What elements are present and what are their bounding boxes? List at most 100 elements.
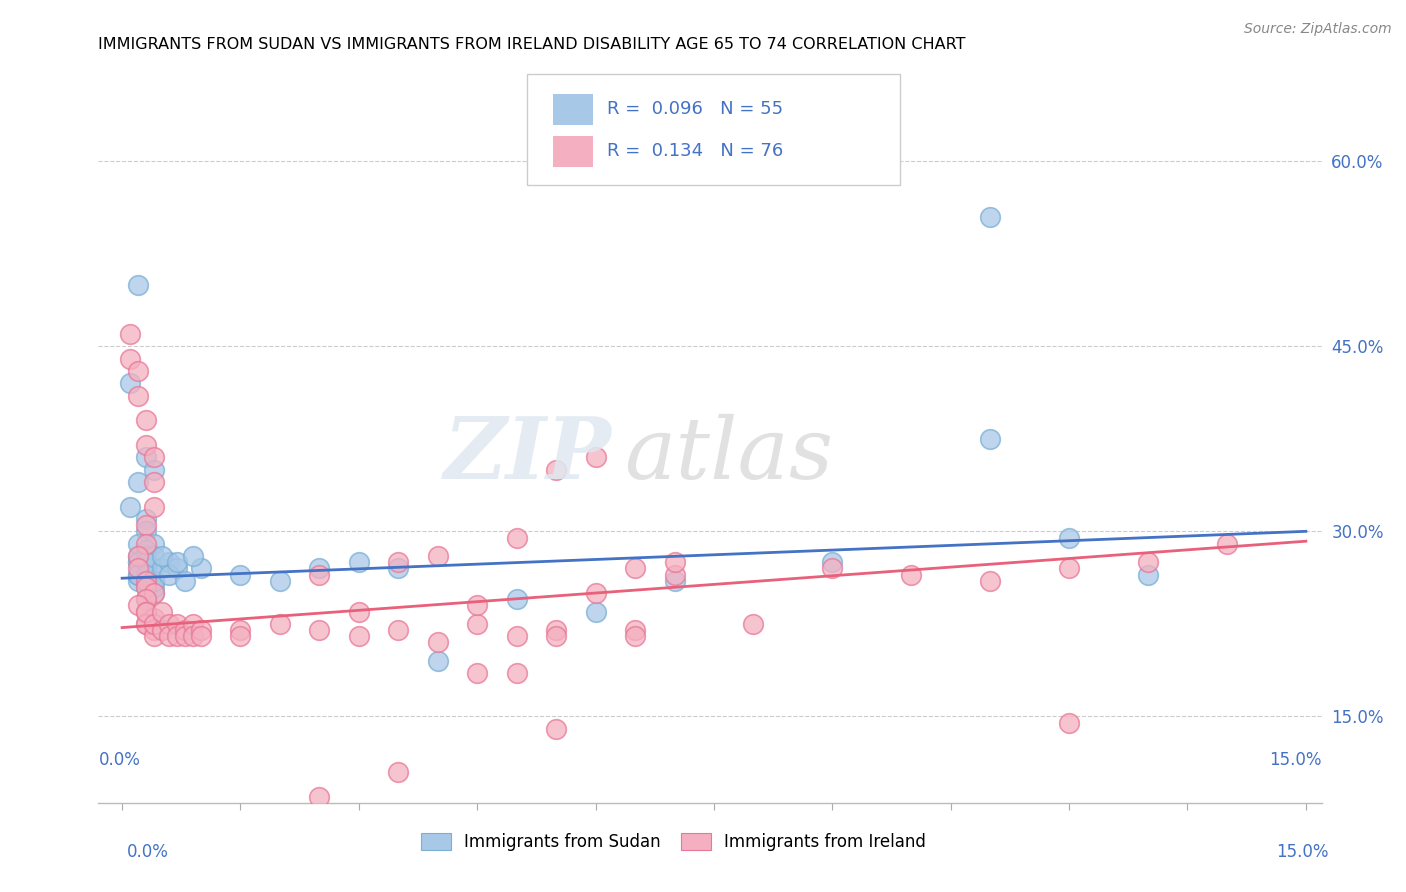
Point <box>135 561 157 575</box>
Point <box>127 475 149 489</box>
Point <box>142 537 165 551</box>
Point <box>127 549 149 563</box>
Point <box>135 592 157 607</box>
Point <box>1057 715 1080 730</box>
Point <box>1057 531 1080 545</box>
Point <box>979 432 1001 446</box>
Point <box>127 277 149 292</box>
Point <box>387 555 409 569</box>
Point <box>166 616 188 631</box>
Text: R =  0.096   N = 55: R = 0.096 N = 55 <box>607 100 783 118</box>
Point <box>142 586 165 600</box>
Point <box>1216 537 1239 551</box>
Point <box>505 666 527 681</box>
Point <box>135 524 157 539</box>
Point <box>166 555 188 569</box>
Point <box>142 574 165 588</box>
Point <box>135 574 157 588</box>
Point <box>979 574 1001 588</box>
Point <box>150 605 173 619</box>
Point <box>821 561 844 575</box>
Point <box>135 555 157 569</box>
Point <box>347 555 370 569</box>
Point <box>142 500 165 514</box>
Point <box>174 623 197 637</box>
Point <box>190 561 212 575</box>
Point <box>664 567 686 582</box>
Point <box>624 623 647 637</box>
Point <box>426 635 449 649</box>
Point <box>127 389 149 403</box>
Point <box>190 623 212 637</box>
Point <box>127 555 149 569</box>
Point <box>150 623 173 637</box>
Point <box>181 616 204 631</box>
Point <box>308 567 330 582</box>
Point <box>135 567 157 582</box>
Point <box>127 555 149 569</box>
Point <box>426 549 449 563</box>
Text: 15.0%: 15.0% <box>1270 751 1322 769</box>
Point <box>465 616 488 631</box>
Point <box>229 567 252 582</box>
Text: 0.0%: 0.0% <box>98 751 141 769</box>
Point <box>135 616 157 631</box>
Point <box>546 722 568 736</box>
Text: Source: ZipAtlas.com: Source: ZipAtlas.com <box>1244 22 1392 37</box>
Point <box>127 574 149 588</box>
Point <box>624 629 647 643</box>
Point <box>150 549 173 563</box>
Point <box>465 666 488 681</box>
Point <box>142 561 165 575</box>
Point <box>900 567 922 582</box>
Point <box>127 364 149 378</box>
Point <box>135 580 157 594</box>
Point <box>142 610 165 624</box>
Point <box>118 376 141 391</box>
Point <box>387 764 409 779</box>
Point <box>135 616 157 631</box>
Text: ZIP: ZIP <box>444 413 612 497</box>
Point <box>142 450 165 465</box>
Point <box>142 580 165 594</box>
Point <box>118 326 141 341</box>
Point <box>546 623 568 637</box>
Point <box>546 629 568 643</box>
Point <box>159 567 181 582</box>
Legend: Immigrants from Sudan, Immigrants from Ireland: Immigrants from Sudan, Immigrants from I… <box>415 826 932 857</box>
Point <box>308 623 330 637</box>
Point <box>465 599 488 613</box>
Point <box>127 567 149 582</box>
Point <box>135 580 157 594</box>
Point <box>1137 555 1160 569</box>
Point <box>150 561 173 575</box>
Point <box>979 210 1001 224</box>
Point <box>159 616 181 631</box>
Point <box>585 450 607 465</box>
Point <box>142 629 165 643</box>
Point <box>308 789 330 804</box>
Point <box>159 555 181 569</box>
Point <box>142 462 165 476</box>
Point <box>505 531 527 545</box>
Point <box>127 561 149 575</box>
Point <box>142 549 165 563</box>
Point <box>135 605 157 619</box>
Point <box>166 561 188 575</box>
Point <box>174 629 197 643</box>
Point <box>347 605 370 619</box>
Point <box>127 537 149 551</box>
Point <box>135 567 157 582</box>
Point <box>546 462 568 476</box>
Point <box>505 592 527 607</box>
Point <box>229 623 252 637</box>
Point <box>664 555 686 569</box>
Bar <box>554 94 592 125</box>
Point <box>742 616 765 631</box>
Point <box>585 605 607 619</box>
Point <box>127 549 149 563</box>
Point <box>142 574 165 588</box>
Point <box>135 413 157 427</box>
Text: IMMIGRANTS FROM SUDAN VS IMMIGRANTS FROM IRELAND DISABILITY AGE 65 TO 74 CORRELA: IMMIGRANTS FROM SUDAN VS IMMIGRANTS FROM… <box>98 37 966 52</box>
Point <box>269 616 291 631</box>
